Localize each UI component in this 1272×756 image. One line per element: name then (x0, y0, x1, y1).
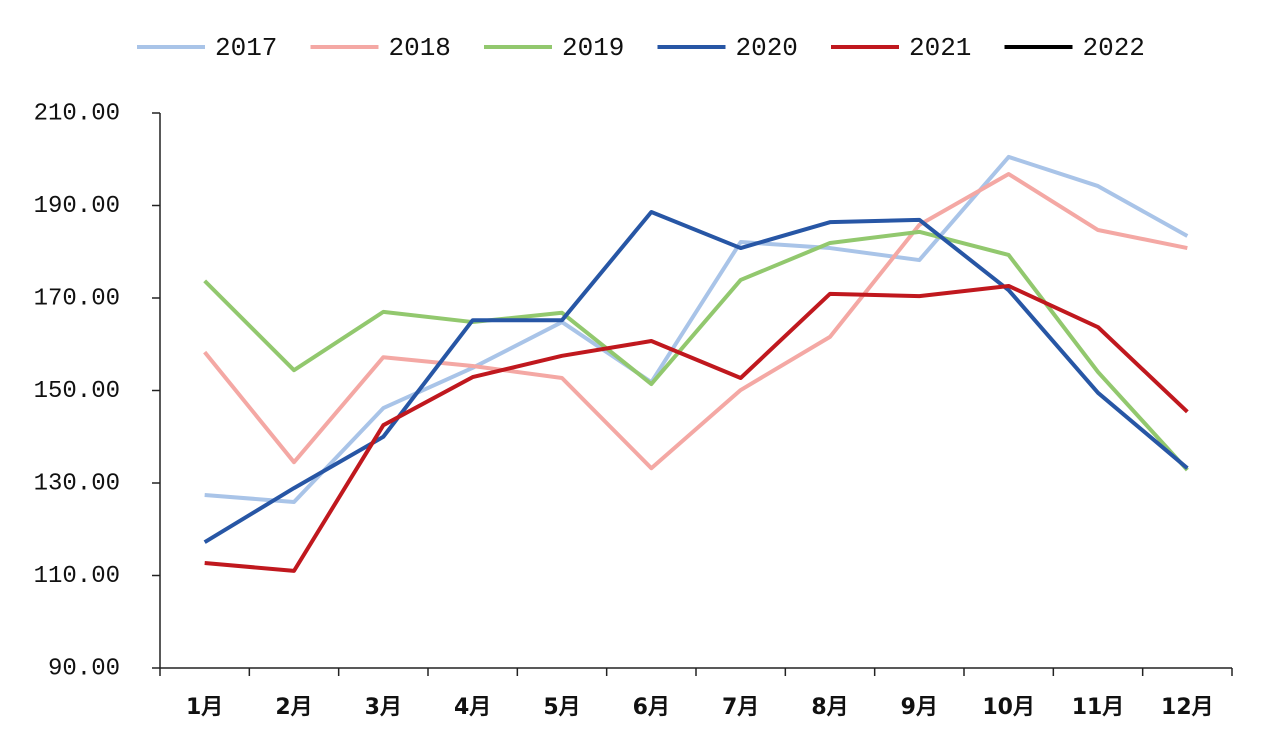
y-tick-label: 130.00 (34, 470, 120, 497)
x-tick-label: 8月 (811, 695, 848, 720)
series-line (203, 229, 1189, 472)
y-tick-label: 110.00 (34, 563, 120, 590)
series-line (203, 209, 1189, 544)
legend-label: 2021 (909, 33, 971, 63)
y-tick-label: 150.00 (34, 378, 120, 405)
x-tick-label: 7月 (722, 695, 759, 720)
legend-label: 2022 (1083, 33, 1145, 63)
series-line (204, 154, 1189, 504)
x-tick-label: 5月 (543, 695, 580, 720)
y-tick-label: 90.00 (48, 655, 120, 682)
x-tick-label: 6月 (633, 695, 670, 720)
series-line (203, 172, 1188, 471)
x-tick-label: 3月 (365, 695, 402, 720)
y-tick-label: 190.00 (34, 193, 120, 220)
legend-label: 2017 (215, 33, 277, 63)
legend-label: 2020 (736, 33, 798, 63)
legend-label: 2019 (562, 33, 624, 63)
y-tick-label: 170.00 (34, 285, 120, 312)
x-tick-label: 1月 (186, 695, 223, 720)
x-tick-label: 12月 (1161, 695, 1214, 720)
x-tick-label: 9月 (901, 695, 938, 720)
x-tick-label: 2月 (275, 695, 312, 720)
x-tick-label: 10月 (982, 695, 1035, 720)
x-tick-label: 4月 (454, 695, 491, 720)
series-line (204, 283, 1189, 573)
legend-label: 2018 (389, 33, 451, 63)
x-tick-label: 11月 (1072, 695, 1125, 720)
y-tick-label: 210.00 (34, 100, 120, 127)
